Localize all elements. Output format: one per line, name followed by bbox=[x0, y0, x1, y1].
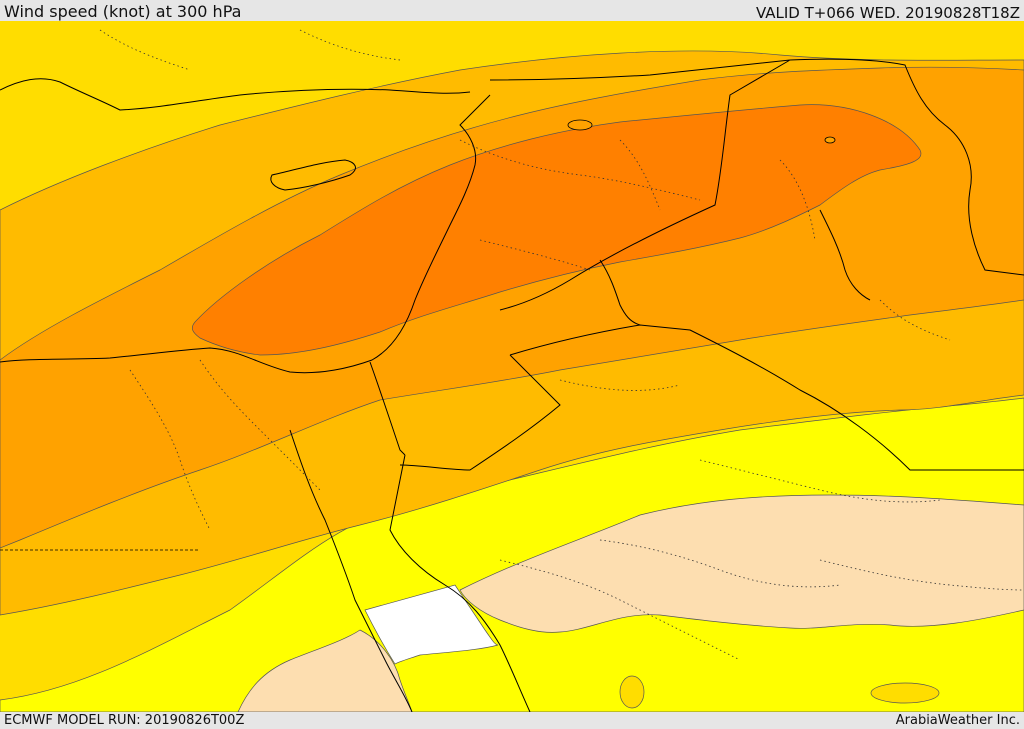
shade-band-tan-west bbox=[237, 629, 413, 712]
map-footer: ECMWF MODEL RUN: 20190826T00Z ArabiaWeat… bbox=[0, 712, 1024, 729]
map-header: Wind speed (knot) at 300 hPa VALID T+066… bbox=[0, 0, 1024, 21]
map-title: Wind speed (knot) at 300 hPa bbox=[4, 2, 242, 21]
model-run-label: ECMWF MODEL RUN: 20190826T00Z bbox=[4, 713, 245, 728]
border-iraq-syria bbox=[489, 59, 791, 311]
shade-island-1 bbox=[870, 682, 940, 704]
wind-speed-map[interactable] bbox=[0, 21, 1024, 712]
coastline-turkey bbox=[0, 78, 471, 111]
shade-band-peak bbox=[191, 104, 922, 356]
border-jordan-saudi bbox=[399, 354, 561, 471]
valid-time: VALID T+066 WED. 20190828T18Z bbox=[755, 4, 1020, 22]
lake-urmia bbox=[824, 136, 836, 144]
coastline-north bbox=[0, 94, 491, 374]
shade-band-tan bbox=[459, 494, 1024, 633]
coastline-cyprus bbox=[270, 159, 356, 191]
shade-band-white bbox=[364, 584, 499, 665]
border-iraq-saudi bbox=[509, 324, 1024, 471]
shade-island-2 bbox=[619, 675, 645, 709]
internal-boundaries bbox=[99, 29, 1024, 661]
border-egypt-sinai bbox=[369, 361, 406, 456]
border-iran-iraq bbox=[789, 58, 1024, 276]
coastline-gulf bbox=[819, 209, 871, 301]
coastline-red-sea-east bbox=[389, 454, 531, 712]
border-saudi-iraq-kw bbox=[599, 259, 641, 326]
coastline-red-sea-west bbox=[289, 429, 413, 712]
map-canvas bbox=[0, 21, 1024, 712]
credit-label: ArabiaWeather Inc. bbox=[895, 713, 1020, 728]
lake-van bbox=[567, 119, 593, 131]
